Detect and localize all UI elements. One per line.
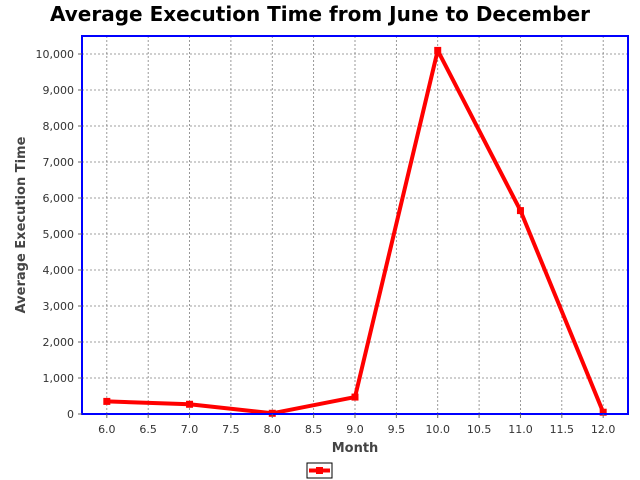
- y-tick-label: 6,000: [43, 192, 75, 205]
- data-point: [103, 397, 111, 405]
- legend: [306, 462, 333, 479]
- y-tick-label: 10,000: [36, 48, 75, 61]
- data-point: [186, 400, 194, 408]
- chart-title: Average Execution Time from June to Dece…: [50, 2, 590, 26]
- y-tick-label: 4,000: [43, 264, 75, 277]
- y-tick-label: 3,000: [43, 300, 75, 313]
- data-point: [434, 46, 442, 54]
- x-tick-label: 8.0: [264, 423, 282, 436]
- x-axis-title: Month: [332, 441, 379, 456]
- y-axis: 0 1,000 2,000 3,000 4,000 5,000 6,000 7,000 8,00…: [36, 48, 82, 421]
- x-tick-label: 10.0: [425, 423, 450, 436]
- y-tick-label: 5,000: [43, 228, 75, 241]
- x-tick-label: 12.0: [591, 423, 616, 436]
- x-tick-label: 7.5: [222, 423, 240, 436]
- x-tick-label: 9.5: [388, 423, 406, 436]
- grid-lines: [82, 36, 628, 415]
- x-tick-label: 8.5: [305, 423, 323, 436]
- y-tick-label: 8,000: [43, 120, 75, 133]
- x-tick-label: 11.0: [508, 423, 533, 436]
- y-tick-label: 0: [67, 408, 74, 421]
- x-tick-label: 10.5: [467, 423, 492, 436]
- y-tick-label: 7,000: [43, 156, 75, 169]
- x-tick-label: 7.0: [181, 423, 199, 436]
- x-axis: 6.0 6.5 7.0 7.5 8.0 8.5 9.0 9.5 10.0 10.5 11.0 11.5…: [98, 414, 615, 436]
- x-tick-label: 6.0: [98, 423, 116, 436]
- x-tick-label: 6.5: [139, 423, 157, 436]
- legend-marker-swatch: [316, 467, 323, 474]
- y-axis-title: Average Execution Time: [14, 136, 29, 313]
- x-tick-label: 9.0: [346, 423, 364, 436]
- y-tick-label: 1,000: [43, 372, 75, 385]
- y-tick-label: 2,000: [43, 336, 75, 349]
- data-point: [599, 408, 607, 416]
- data-point: [516, 207, 524, 215]
- x-tick-label: 11.5: [550, 423, 575, 436]
- y-tick-label: 9,000: [43, 84, 75, 97]
- data-point: [351, 393, 359, 401]
